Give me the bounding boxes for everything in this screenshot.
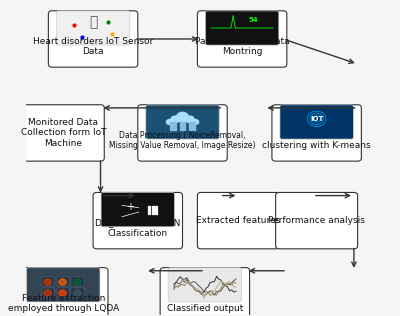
Text: Feature extraction
employed through LQDA: Feature extraction employed through LQDA bbox=[8, 294, 119, 313]
FancyBboxPatch shape bbox=[72, 288, 84, 297]
Circle shape bbox=[59, 279, 66, 285]
Bar bbox=[180, 122, 186, 130]
Circle shape bbox=[74, 290, 81, 296]
Text: 54: 54 bbox=[248, 17, 258, 23]
FancyBboxPatch shape bbox=[26, 268, 100, 302]
FancyBboxPatch shape bbox=[72, 277, 84, 286]
Text: Extracted features: Extracted features bbox=[196, 216, 280, 225]
Text: Heart disorders IoT Sensor
Data: Heart disorders IoT Sensor Data bbox=[33, 37, 153, 56]
FancyBboxPatch shape bbox=[206, 11, 279, 45]
Bar bbox=[170, 122, 176, 130]
Circle shape bbox=[166, 119, 173, 125]
FancyBboxPatch shape bbox=[48, 11, 138, 67]
Bar bbox=[189, 122, 195, 130]
Circle shape bbox=[44, 290, 51, 296]
Text: Patients Sensor Data
Montring: Patients Sensor Data Montring bbox=[195, 37, 290, 56]
Text: Performance analysis: Performance analysis bbox=[268, 216, 365, 225]
FancyBboxPatch shape bbox=[56, 288, 69, 297]
FancyBboxPatch shape bbox=[18, 268, 108, 316]
FancyBboxPatch shape bbox=[272, 105, 361, 161]
Text: Classified output: Classified output bbox=[167, 304, 243, 313]
FancyBboxPatch shape bbox=[280, 105, 353, 139]
Text: +: + bbox=[126, 202, 134, 211]
Circle shape bbox=[192, 119, 199, 125]
FancyBboxPatch shape bbox=[22, 105, 104, 161]
Text: clustering with K-means: clustering with K-means bbox=[262, 141, 371, 150]
FancyBboxPatch shape bbox=[168, 268, 242, 302]
Circle shape bbox=[170, 115, 180, 124]
FancyBboxPatch shape bbox=[101, 192, 174, 227]
FancyBboxPatch shape bbox=[146, 105, 219, 139]
Text: DG_ConvoNet CNN
Classification: DG_ConvoNet CNN Classification bbox=[95, 218, 180, 238]
FancyBboxPatch shape bbox=[42, 288, 54, 297]
FancyBboxPatch shape bbox=[42, 277, 54, 286]
Circle shape bbox=[74, 279, 81, 285]
FancyBboxPatch shape bbox=[160, 268, 250, 316]
FancyBboxPatch shape bbox=[198, 192, 279, 249]
Circle shape bbox=[185, 115, 195, 124]
FancyBboxPatch shape bbox=[93, 192, 182, 249]
Circle shape bbox=[176, 112, 189, 123]
FancyBboxPatch shape bbox=[56, 277, 69, 286]
Text: Data Processing ( NoiceRemoval,
Missing Value Removal, Image Resize): Data Processing ( NoiceRemoval, Missing … bbox=[109, 131, 256, 150]
FancyBboxPatch shape bbox=[198, 11, 287, 67]
Text: IOT: IOT bbox=[310, 116, 323, 122]
FancyBboxPatch shape bbox=[56, 11, 130, 45]
Circle shape bbox=[44, 279, 51, 285]
Circle shape bbox=[59, 290, 66, 296]
FancyBboxPatch shape bbox=[276, 192, 358, 249]
Text: 👤: 👤 bbox=[89, 15, 97, 29]
FancyBboxPatch shape bbox=[138, 105, 227, 161]
Text: Monitored Data
Collection form IoT
Machine: Monitored Data Collection form IoT Machi… bbox=[20, 118, 106, 148]
